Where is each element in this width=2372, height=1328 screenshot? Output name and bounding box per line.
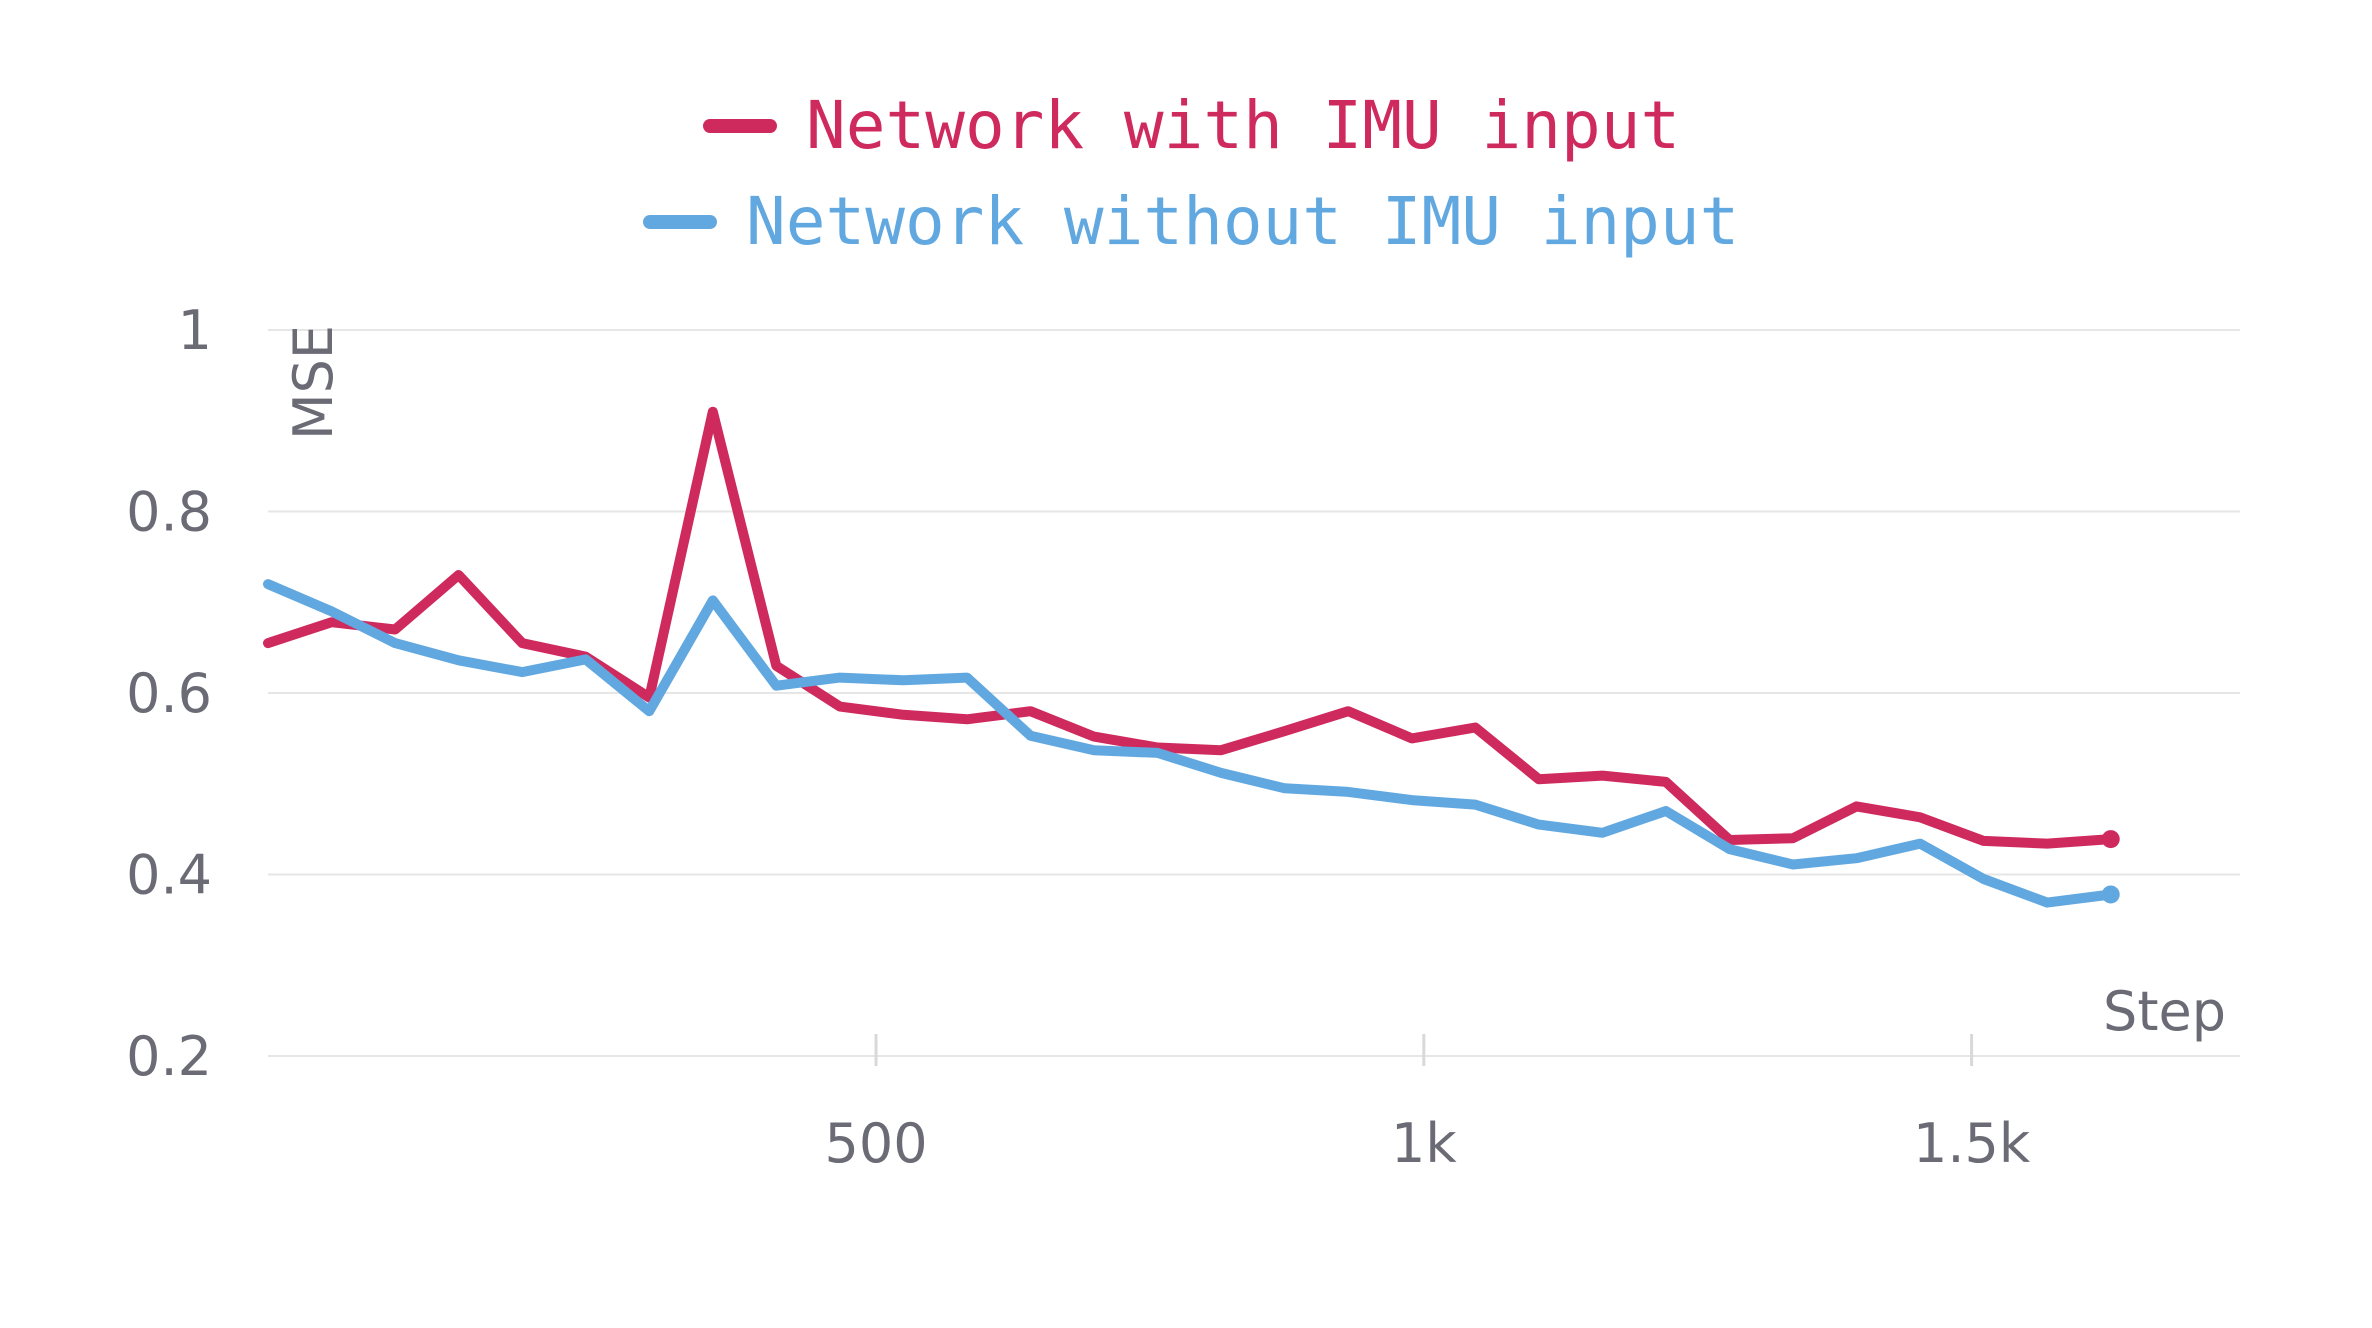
series-endpoint-1 (2101, 830, 2120, 849)
y-tick-label: 0.8 (126, 481, 212, 544)
y-tick-label: 0.6 (126, 662, 212, 725)
y-tick-label: 0.4 (126, 844, 212, 907)
x-tick-label: 1k (1391, 1112, 1457, 1175)
y-axis-title: MSE (282, 325, 345, 440)
x-tick-label: 500 (824, 1112, 927, 1175)
y-tick-label: 0.2 (126, 1025, 212, 1088)
series-line-2 (263, 579, 2116, 908)
series-layer (263, 406, 2120, 908)
y-tick-label: 1 (178, 299, 212, 362)
y-axis-labels: 0.2 0.4 0.6 0.8 1 (126, 299, 212, 1088)
legend-label-2: Network without IMU input (746, 183, 1739, 260)
series-line-1 (263, 406, 2116, 849)
x-axis-title: Step (2103, 980, 2226, 1043)
x-tick-label: 1.5k (1913, 1112, 2031, 1175)
series-endpoint-2 (2101, 885, 2120, 904)
grid-lines (268, 329, 2240, 1057)
legend: Network with IMU input Network without IM… (643, 87, 1739, 260)
legend-label-1: Network with IMU input (806, 87, 1680, 164)
x-axis-ticks: 500 1k 1.5k (824, 1034, 2031, 1175)
